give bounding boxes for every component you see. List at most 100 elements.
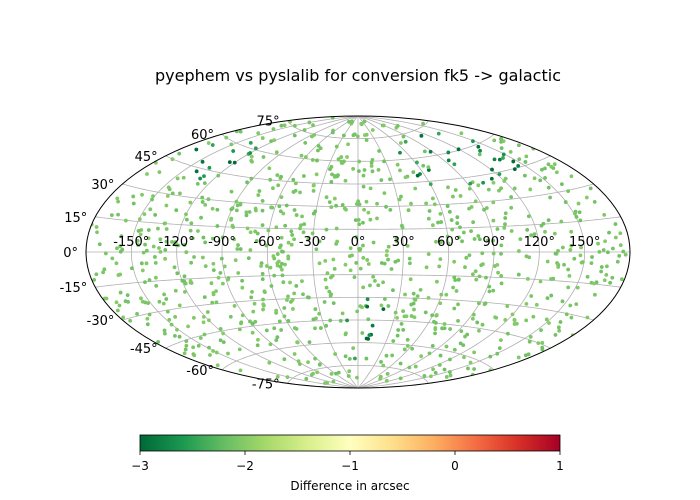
data-point [470,316,475,321]
data-point [569,174,574,179]
data-point [477,328,481,333]
data-point [271,254,276,259]
data-point [203,202,208,207]
data-point [156,226,160,231]
data-point [292,133,297,138]
data-point [418,287,423,292]
data-point [309,372,314,377]
y-tick-label: -30° [87,314,115,329]
data-point [165,194,170,198]
data-point [94,225,99,229]
data-point [343,178,348,183]
data-point [304,376,309,381]
data-point [368,283,372,288]
data-point [317,362,322,367]
data-point [543,166,547,171]
data-point [147,278,152,282]
data-point [357,202,362,207]
data-point [207,345,211,350]
data-point [210,236,215,241]
data-point [438,301,443,306]
data-point [345,155,349,159]
data-point [423,310,428,315]
data-point [248,230,253,235]
data-point [424,265,429,270]
data-point [442,322,447,326]
data-point [546,162,551,167]
data-point [178,191,182,196]
data-point [377,149,381,153]
data-point [131,201,136,206]
data-point [346,142,350,147]
data-point [145,322,150,327]
data-point [481,262,485,267]
data-point [177,151,182,156]
data-point [148,207,153,212]
data-point [559,219,564,224]
data-point [556,262,560,267]
data-point [373,278,377,283]
y-tick-label: 15° [64,211,87,226]
data-point [189,260,194,265]
data-point [232,237,236,242]
data-point [549,164,554,169]
data-point [426,216,431,221]
data-point [385,371,390,376]
data-point [228,314,233,319]
data-point [366,317,371,322]
data-point [621,249,626,254]
data-point [189,221,194,226]
data-point [163,256,168,261]
data-point [375,216,379,221]
colorbar-gradient [139,434,561,452]
data-point [218,326,223,331]
data-point [201,320,206,325]
data-point [114,300,119,305]
data-point [413,364,418,369]
data-point [95,230,99,235]
data-point [252,301,257,306]
data-point [318,146,323,151]
data-point [409,201,413,206]
data-point [351,166,356,171]
data-point [325,271,330,276]
data-point [365,304,370,309]
data-point [313,356,317,361]
data-point [328,275,333,280]
data-point [575,285,580,290]
data-point [317,239,322,244]
data-point [118,244,123,249]
x-tick-label: -150° [113,235,149,250]
data-point [573,211,577,216]
data-point [269,205,274,210]
data-point [170,239,174,244]
data-point [322,300,327,304]
data-point [413,186,418,191]
data-point [101,270,106,275]
data-point [489,176,494,181]
data-point [200,200,205,204]
data-point [289,229,294,234]
data-point [135,312,139,316]
data-point [305,295,310,300]
data-point [487,289,492,294]
data-point [174,208,179,213]
data-point [139,261,144,266]
data-point [501,156,505,160]
data-point [211,349,216,353]
data-point [523,353,528,358]
data-point [447,209,452,214]
data-point [247,210,252,214]
y-tick-label: 45° [135,150,158,165]
data-point [566,189,571,194]
data-point [202,295,207,300]
data-point [448,373,453,378]
data-point [477,152,482,157]
data-point [428,182,433,187]
data-point [564,312,569,317]
data-point [166,185,171,190]
data-point [153,213,158,217]
data-point [226,351,230,356]
data-point [278,264,283,269]
colorbar-tick-label: −2 [236,459,254,473]
